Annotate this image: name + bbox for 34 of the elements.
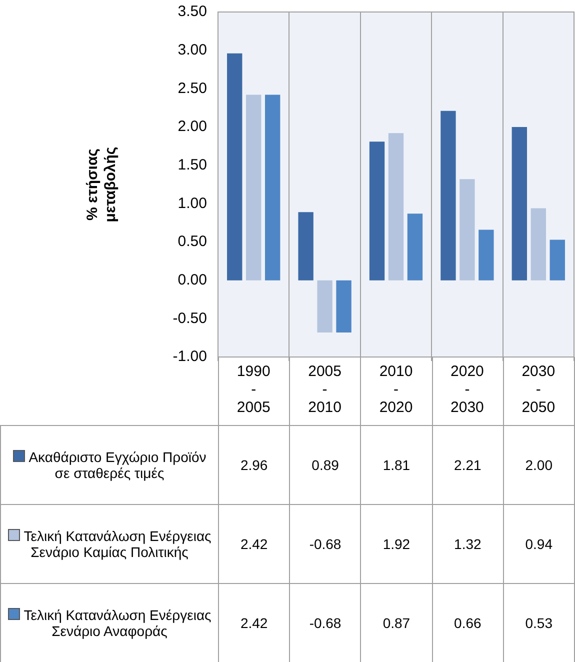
data-label: 2.96 bbox=[218, 426, 290, 504]
y-tick-label: -1.00 bbox=[172, 348, 207, 366]
data-label: -0.68 bbox=[290, 504, 361, 584]
legend-label: Τελική Κατανάλωση Ενέργειας Σενάριο Αναφοράς bbox=[0, 584, 218, 662]
legend-label: Ακαθάριστο Εγχώριο Προϊόν σε σταθερές τιμές bbox=[0, 426, 218, 504]
data-label: 0.66 bbox=[432, 584, 504, 662]
data-label: 0.94 bbox=[503, 504, 574, 584]
data-label: 2.21 bbox=[432, 426, 504, 504]
x-tick-label: 2010 - 2020 bbox=[379, 363, 413, 416]
y-tick-label: 2.00 bbox=[178, 118, 207, 136]
data-label: 2.00 bbox=[503, 426, 574, 504]
data-label: 1.92 bbox=[360, 504, 432, 584]
x-tick-label: 2020 - 2030 bbox=[450, 363, 484, 416]
y-tick-label: 2.50 bbox=[178, 80, 207, 97]
y-tick-label: -0.50 bbox=[172, 310, 207, 327]
data-label: 1.81 bbox=[360, 426, 432, 504]
y-tick-label: 3.00 bbox=[178, 41, 207, 58]
data-label: 2.42 bbox=[218, 584, 290, 662]
data-label: 2.42 bbox=[218, 504, 290, 584]
data-label: 0.89 bbox=[290, 426, 361, 504]
y-tick-label: 1.50 bbox=[178, 156, 207, 174]
data-label: 0.87 bbox=[360, 584, 432, 662]
y-tick-label: 3.50 bbox=[178, 3, 207, 20]
y-tick-label: 0.00 bbox=[178, 271, 207, 288]
y-tick-label: 1.00 bbox=[178, 194, 207, 212]
x-tick-label: 2005 - 2010 bbox=[308, 363, 342, 416]
legend-label: Τελική Κατανάλωση Ενέργειας Σενάριο Καμίας Πολιτικής bbox=[0, 504, 218, 584]
y-tick-label: 0.50 bbox=[178, 233, 207, 250]
data-label: 0.53 bbox=[503, 584, 574, 662]
x-tick-label: 1990 - 2005 bbox=[236, 363, 270, 416]
data-label: 1.32 bbox=[432, 504, 504, 584]
data-label: -0.68 bbox=[290, 584, 361, 662]
y-axis-title: % ετήσιας μεταβολής bbox=[84, 146, 120, 222]
x-tick-label: 2030 - 2050 bbox=[522, 363, 556, 416]
